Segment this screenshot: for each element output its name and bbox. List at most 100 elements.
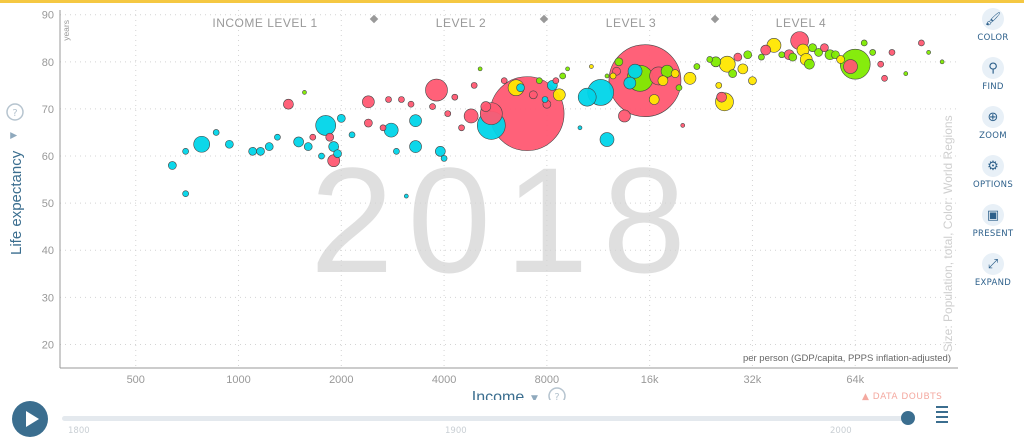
country-bubble[interactable] <box>903 71 909 76</box>
x-axis-dropdown-icon[interactable]: ▼ <box>531 394 538 400</box>
y-axis-title[interactable]: Life expectancy <box>8 150 25 255</box>
country-bubble[interactable] <box>212 129 220 136</box>
country-bubble[interactable] <box>264 142 274 151</box>
country-bubble[interactable] <box>283 98 294 110</box>
country-bubble[interactable] <box>541 96 549 103</box>
country-bubble[interactable] <box>182 190 189 198</box>
find-button[interactable]: ⚲ FIND <box>962 55 1024 104</box>
play-button[interactable] <box>12 401 48 437</box>
country-bubble[interactable] <box>303 142 313 151</box>
country-bubble[interactable] <box>939 59 945 65</box>
country-bubble[interactable] <box>403 193 409 199</box>
country-bubble[interactable] <box>820 43 829 52</box>
expand-button[interactable]: ⤢ EXPAND <box>962 251 1024 300</box>
country-bubble[interactable] <box>302 90 307 95</box>
country-bubble[interactable] <box>623 76 637 90</box>
country-bubble[interactable] <box>385 96 392 103</box>
country-bubble[interactable] <box>627 63 643 79</box>
country-bubble[interactable] <box>168 161 177 170</box>
country-bubble[interactable] <box>675 84 683 92</box>
country-bubble[interactable] <box>715 82 723 89</box>
timeline-track[interactable] <box>62 416 910 421</box>
country-bubble[interactable] <box>553 88 566 102</box>
country-bubble[interactable] <box>337 114 346 123</box>
country-bubble[interactable] <box>670 69 680 78</box>
country-bubble[interactable] <box>470 82 478 89</box>
country-bubble[interactable] <box>888 49 896 56</box>
country-bubble[interactable] <box>737 63 749 75</box>
country-bubble[interactable] <box>248 147 257 156</box>
country-bubble[interactable] <box>318 152 325 160</box>
country-bubble[interactable] <box>648 94 660 105</box>
data-doubts-link[interactable]: ▲ DATA DOUBTS <box>862 392 942 402</box>
country-bubble[interactable] <box>758 53 765 61</box>
country-bubble[interactable] <box>425 78 448 102</box>
country-bubble[interactable] <box>444 110 452 117</box>
country-bubble[interactable] <box>182 148 189 155</box>
country-bubble[interactable] <box>733 52 743 62</box>
country-bubble[interactable] <box>309 133 317 141</box>
country-bubble[interactable] <box>657 75 669 86</box>
zoom-button[interactable]: ⊕ ZOOM <box>962 104 1024 153</box>
country-bubble[interactable] <box>458 124 465 132</box>
country-bubble[interactable] <box>440 155 448 162</box>
country-bubble[interactable] <box>778 51 786 59</box>
country-bubble[interactable] <box>325 132 335 142</box>
country-bubble[interactable] <box>577 125 583 131</box>
country-bubble[interactable] <box>614 57 624 67</box>
country-bubble[interactable] <box>706 56 714 63</box>
y-axis-help-icon[interactable] <box>6 103 24 121</box>
country-bubble[interactable] <box>398 96 405 103</box>
country-bubble[interactable] <box>393 148 400 155</box>
country-bubble[interactable] <box>328 141 340 152</box>
country-bubble[interactable] <box>918 39 925 47</box>
country-bubble[interactable] <box>528 90 538 100</box>
country-bubble[interactable] <box>869 49 876 56</box>
options-button[interactable]: ⚙ OPTIONS <box>962 153 1024 202</box>
country-bubble[interactable] <box>760 44 772 56</box>
country-bubble[interactable] <box>409 140 422 153</box>
country-bubble[interactable] <box>463 108 479 124</box>
country-bubble[interactable] <box>693 63 701 70</box>
country-bubble[interactable] <box>552 77 560 84</box>
country-bubble[interactable] <box>804 58 815 70</box>
country-bubble[interactable] <box>225 139 234 149</box>
country-bubble[interactable] <box>348 131 356 139</box>
country-bubble[interactable] <box>618 109 631 123</box>
country-bubble[interactable] <box>500 77 508 84</box>
country-bubble[interactable] <box>516 83 525 93</box>
x-axis-help-icon[interactable] <box>548 387 566 400</box>
country-bubble[interactable] <box>716 91 727 103</box>
country-bubble[interactable] <box>877 60 885 68</box>
country-bubble[interactable] <box>748 76 757 85</box>
timeline-thumb[interactable] <box>901 411 916 425</box>
x-axis-title[interactable]: Income <box>472 389 525 400</box>
country-bubble[interactable] <box>480 101 492 112</box>
country-bubble[interactable] <box>477 66 483 72</box>
country-bubble[interactable] <box>315 115 336 136</box>
country-bubble[interactable] <box>926 50 931 55</box>
present-button[interactable]: ▣ PRESENT <box>962 202 1024 251</box>
country-bubble[interactable] <box>435 146 446 157</box>
country-bubble[interactable] <box>364 118 373 128</box>
country-bubble[interactable] <box>788 52 798 62</box>
country-bubble[interactable] <box>836 55 845 64</box>
country-bubble[interactable] <box>577 87 597 107</box>
country-bubble[interactable] <box>193 135 210 153</box>
country-bubble[interactable] <box>808 43 817 52</box>
country-bubble[interactable] <box>860 39 868 47</box>
country-bubble[interactable] <box>429 103 436 110</box>
country-bubble[interactable] <box>293 136 304 148</box>
country-bubble[interactable] <box>362 95 375 109</box>
country-bubble[interactable] <box>881 75 888 82</box>
country-bubble[interactable] <box>814 48 823 57</box>
country-bubble[interactable] <box>743 50 753 60</box>
country-bubble[interactable] <box>843 59 858 74</box>
country-bubble[interactable] <box>409 114 422 127</box>
country-bubble[interactable] <box>451 93 459 101</box>
country-bubble[interactable] <box>407 100 415 108</box>
country-bubble[interactable] <box>683 72 697 85</box>
country-bubble[interactable] <box>274 133 281 141</box>
color-button[interactable]: 🖌 COLOR <box>962 6 1024 55</box>
country-bubble[interactable] <box>383 122 399 138</box>
